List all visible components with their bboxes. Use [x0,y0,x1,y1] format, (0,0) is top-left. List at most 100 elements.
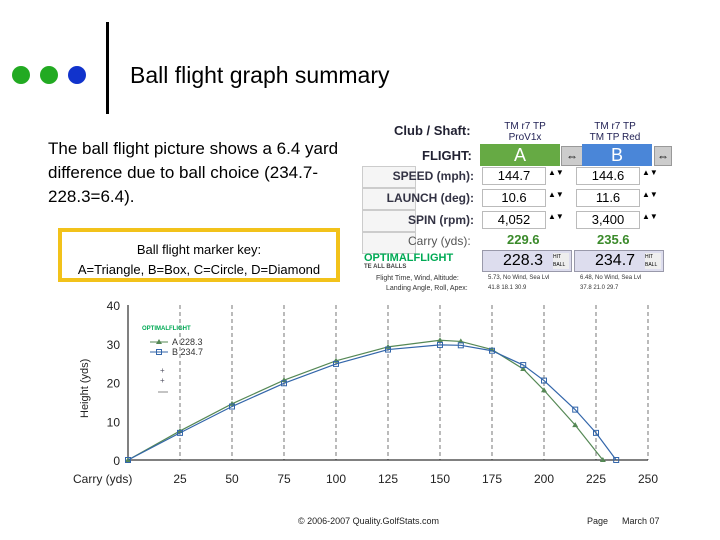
spin-thumbnail [362,210,416,232]
series-B-point-3 [281,380,287,387]
series-B-point-0 [125,457,131,463]
x-tick-label-225: 225 [586,472,606,486]
speed-a-value[interactable]: 144.7 [482,167,546,185]
total-a-box: 228.3 HIT BALL [482,250,572,272]
legend-extra-marker-1: + [160,366,165,375]
series-B-point-1 [177,429,183,436]
carry-b-value: 235.6 [597,232,630,247]
series-B-point-13 [613,457,620,463]
speed-a-stepper[interactable]: ▲▼ [548,168,564,177]
footer-copyright: © 2006-2007 Quality.GolfStats.com [298,516,440,526]
x-tick-label-250: 250 [638,472,658,486]
hit-ball-a-button[interactable]: HIT BALL [553,253,569,269]
marker-key-text: A=Triangle, B=Box, C=Circle, D=Diamond [77,262,321,277]
series-A-point-11 [572,422,579,428]
legend-text-1: B 234.7 [172,347,203,357]
column-a-shaft: ProV1x [508,132,542,143]
series-B-point-12 [593,429,599,436]
legend-logo: OPTIMALFLIGHT [142,326,191,332]
info-b-1: 6.48, No Wind, Sea Lvl [580,275,642,281]
tick-labels: 25 50 75 100 125 150 175 200 225 250 0 10 20 30 40 [107,299,659,486]
slide-title: Ball flight graph summary [130,62,390,88]
spin-a-value[interactable]: 4,052 [482,211,546,229]
spin-b-stepper[interactable]: ▲▼ [642,212,658,221]
series-B-point-6 [437,341,443,348]
x-axis-label: Carry (yds) [73,472,132,486]
column-b-header: TM r7 TP TM TP Red [570,121,660,143]
total-b-box: 234.7 HIT BALL [574,250,664,272]
carry-label: Carry (yds): [408,234,471,248]
series-group [125,337,620,463]
series-B-line [127,344,617,461]
total-a-value: 228.3 [503,252,544,269]
series-B-point-2 [229,403,235,410]
slide-description: The ball flight picture shows a 6.4 yard… [48,139,339,206]
x-tick-label-50: 50 [225,472,239,486]
y-tick-label-30: 30 [107,338,121,352]
launch-a-stepper[interactable]: ▲▼ [548,190,564,199]
series-B-point-7 [457,342,464,349]
grid-lines [179,305,649,460]
carry-thumbnail [362,232,416,254]
speed-b-stepper[interactable]: ▲▼ [642,168,658,177]
total-b-value: 234.7 [595,252,636,269]
speed-label: SPEED (mph): [392,169,474,183]
launch-a-value[interactable]: 10.6 [482,189,546,207]
optimalflight-panel: Club / Shaft: TM r7 TP ProV1x TM r7 TP T… [362,118,672,298]
launch-row: LAUNCH (deg): [362,188,672,208]
hit-ball-b-button[interactable]: HIT BALL [645,253,661,269]
series-B-point-11 [572,406,579,413]
series-A-point-9 [520,365,527,371]
swap-b-icon[interactable]: ⇔ [654,146,672,166]
x-tick-label-150: 150 [430,472,450,486]
decorative-dots [12,66,86,84]
column-a-header: TM r7 TP ProV1x [480,121,570,143]
logo-subtext: TE ALL BALLS [364,264,407,270]
info-label-1: Flight Time, Wind, Altitude: [376,275,459,282]
x-tick-label-100: 100 [326,472,346,486]
series-A-point-5 [385,343,391,349]
y-tick-label-40: 40 [107,299,121,313]
green-dot-2 [40,66,58,84]
blue-dot [68,66,86,84]
flight-label: FLIGHT: [422,148,472,163]
legend-marker-1 [156,349,162,355]
launch-b-stepper[interactable]: ▲▼ [642,190,658,199]
flight-b-letter: B [610,145,623,165]
x-tick-label-200: 200 [534,472,554,486]
x-tick-label-125: 125 [378,472,398,486]
swap-a-icon[interactable]: ⇔ [561,146,583,166]
launch-b-value[interactable]: 11.6 [576,189,640,207]
y-tick-label-0: 0 [113,454,120,468]
series-A-point-6 [437,337,443,343]
speed-b-value[interactable]: 144.6 [576,167,640,185]
green-dot-1 [12,66,30,84]
series-B-point-4 [333,360,339,367]
spin-b-value[interactable]: 3,400 [576,211,640,229]
flight-a-letter: A [513,145,526,165]
club-shaft-label: Club / Shaft: [394,123,471,138]
legend-text-0: A 228.3 [172,337,203,347]
info-label-2: Landing Angle, Roll, Apex: [386,285,468,292]
x-tick-label-75: 75 [277,472,291,486]
info-a-2: 41.8 18.1 30.9 [488,285,527,291]
series-A-point-12 [599,457,606,462]
logo-text: OPTIMALFLIGHT [364,252,454,264]
info-a-1: 5.73, No Wind, Sea Lvl [488,275,550,281]
optimalflight-logo: OPTIMALFLIGHT TE ALL BALLS [364,252,453,270]
spin-a-stepper[interactable]: ▲▼ [548,212,564,221]
chart-legend: OPTIMALFLIGHT A 228.3B 234.7 + + [142,326,203,393]
flight-b-bar[interactable]: B [582,144,652,166]
y-tick-label-10: 10 [107,415,121,429]
series-B-point-5 [385,346,391,353]
flight-a-bar[interactable]: A [480,144,560,166]
column-a-club: TM r7 TP [504,121,546,132]
column-b-shaft: TM TP Red [589,132,641,143]
footer-date: March 07 [622,516,660,526]
x-tick-label-175: 175 [482,472,502,486]
speed-row: SPEED (mph): [362,166,672,186]
footer-page: Page [587,516,609,526]
column-b-club: TM r7 TP [594,121,636,132]
legend-marker-0 [156,339,162,344]
